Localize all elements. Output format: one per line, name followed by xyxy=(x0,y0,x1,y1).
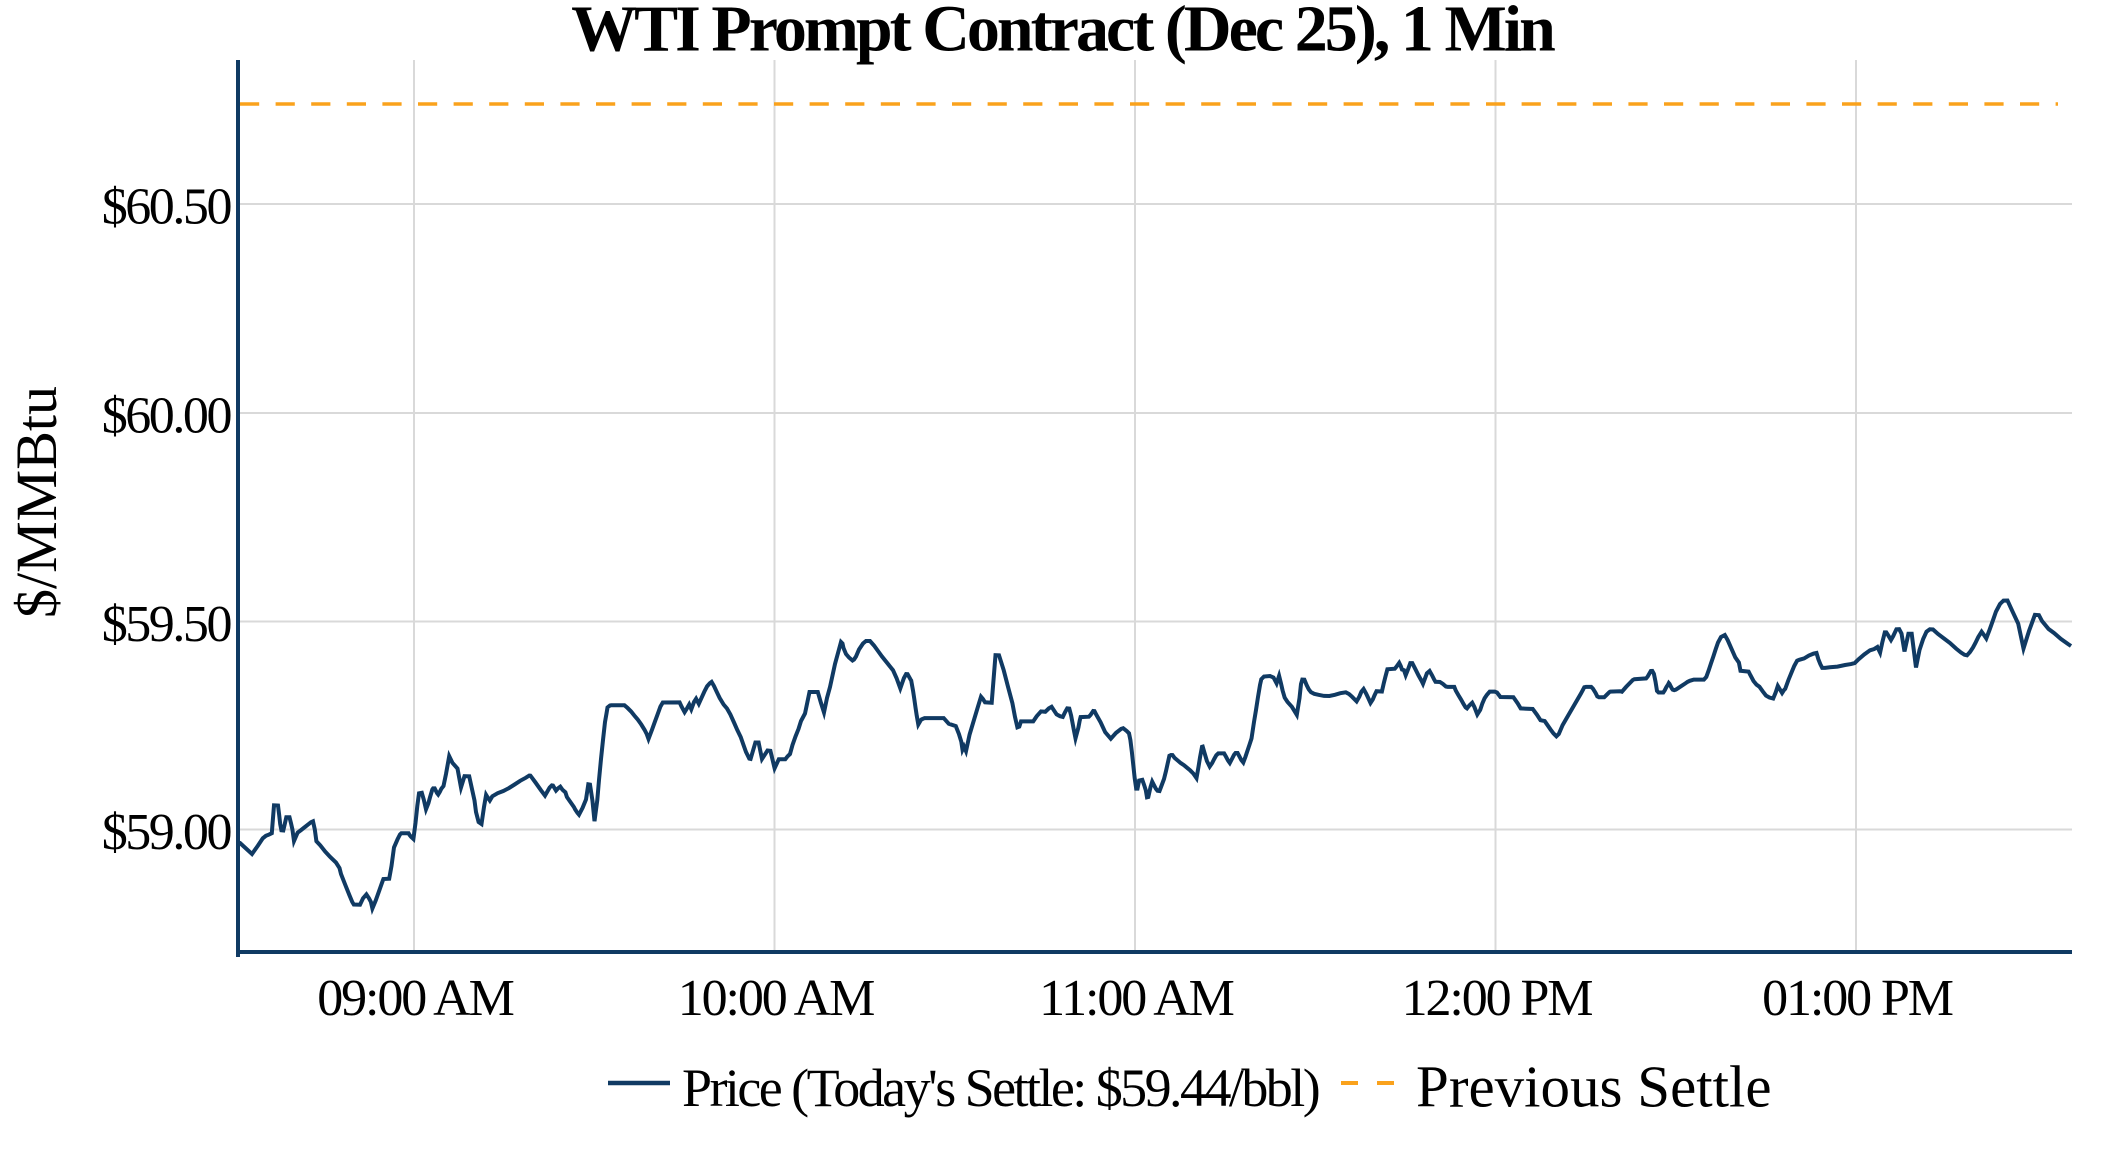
svg-text:$60.50: $60.50 xyxy=(102,179,232,236)
svg-text:$/MMBtu: $/MMBtu xyxy=(4,386,69,618)
svg-text:11:00 AM: 11:00 AM xyxy=(1039,970,1234,1027)
svg-text:09:00 AM: 09:00 AM xyxy=(317,970,513,1027)
svg-text:12:00 PM: 12:00 PM xyxy=(1402,970,1593,1027)
svg-text:Previous Settle: Previous Settle xyxy=(1416,1054,1772,1120)
svg-text:$59.00: $59.00 xyxy=(102,804,232,861)
svg-text:Price (Today's Settle: $59.44/: Price (Today's Settle: $59.44/bbl) xyxy=(682,1058,1319,1118)
svg-text:01:00 PM: 01:00 PM xyxy=(1762,970,1953,1027)
svg-text:$59.50: $59.50 xyxy=(102,596,232,653)
svg-text:$60.00: $60.00 xyxy=(102,388,232,445)
svg-text:WTI Prompt Contract (Dec 25),: WTI Prompt Contract (Dec 25), 1 Min xyxy=(571,0,1555,66)
svg-text:10:00 AM: 10:00 AM xyxy=(678,970,874,1027)
